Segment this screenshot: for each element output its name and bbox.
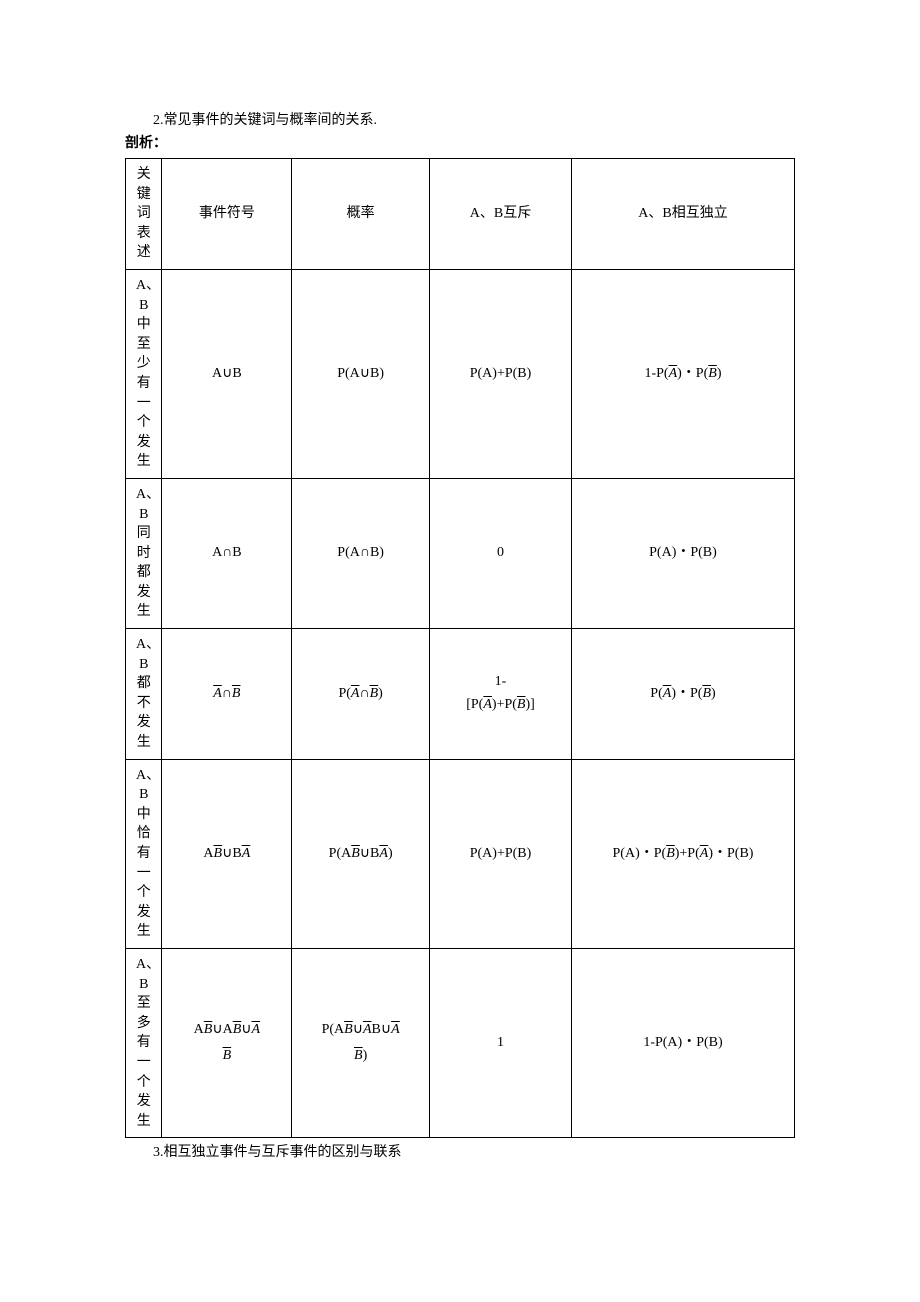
page: 2.常见事件的关键词与概率间的关系. 剖析： 关键词表述 事件符号 概率 A、B…	[0, 0, 920, 1302]
table-body: A、B中至少有一个发生A∪BP(A∪B)P(A)+P(B)1-P(A)・P(B)…	[126, 269, 795, 1137]
col-header-indep: A、B相互独立	[571, 159, 794, 270]
cell-mutex: 0	[430, 478, 572, 628]
cell-prob: P(A∩B)	[292, 478, 430, 628]
cell-symbol: A∩B	[162, 478, 292, 628]
col-header-desc-text: 关键词表述	[136, 165, 151, 263]
cell-desc-text: A、B中恰有一个发生	[136, 766, 151, 942]
cell-prob: P(AB∪BA)	[292, 759, 430, 948]
cell-desc: A、B同时都发生	[126, 478, 162, 628]
col-header-prob: 概率	[292, 159, 430, 270]
probability-table: 关键词表述 事件符号 概率 A、B互斥 A、B相互独立 A、B中至少有一个发生A…	[125, 158, 795, 1138]
table-header-row: 关键词表述 事件符号 概率 A、B互斥 A、B相互独立	[126, 159, 795, 270]
cell-desc: A、B都不发生	[126, 629, 162, 760]
col-header-mutex: A、B互斥	[430, 159, 572, 270]
table-row: A、B都不发生 A∩BP(A∩B)1-[P(A)+P(B)]P(A)・P(B)	[126, 629, 795, 760]
cell-symbol: A∩B	[162, 629, 292, 760]
cell-indep: 1-P(A)・P(B)	[571, 948, 794, 1137]
cell-desc-text: A、B至多有一个发生	[136, 955, 151, 1131]
cell-mutex: P(A)+P(B)	[430, 269, 572, 478]
table-row: A、B中至少有一个发生 A∪BP(A∪B)P(A)+P(B)1-P(A)・P(B)	[126, 269, 795, 478]
cell-indep: 1-P(A)・P(B)	[571, 269, 794, 478]
cell-mutex: 1	[430, 948, 572, 1137]
cell-desc: A、B中至少有一个发生	[126, 269, 162, 478]
cell-desc-text: A、B中至少有一个发生	[136, 276, 151, 472]
table-row: A、B至多有一个发生 AB∪AB∪ABP(AB∪AB∪AB)11-P(A)・P(B…	[126, 948, 795, 1137]
cell-mutex: 1-[P(A)+P(B)]	[430, 629, 572, 760]
cell-desc: A、B中恰有一个发生	[126, 759, 162, 948]
cell-desc-text: A、B同时都发生	[136, 485, 151, 622]
intro-text: 2.常见事件的关键词与概率间的关系.	[125, 110, 795, 131]
cell-indep: P(A)・P(B)+P(A)・P(B)	[571, 759, 794, 948]
cell-symbol: AB∪BA	[162, 759, 292, 948]
table-row: A、B中恰有一个发生 AB∪BAP(AB∪BA)P(A)+P(B)P(A)・P(B…	[126, 759, 795, 948]
col-header-symbol: 事件符号	[162, 159, 292, 270]
col-header-desc: 关键词表述	[126, 159, 162, 270]
cell-prob: P(A∩B)	[292, 629, 430, 760]
cell-symbol: AB∪AB∪AB	[162, 948, 292, 1137]
cell-mutex: P(A)+P(B)	[430, 759, 572, 948]
cell-desc: A、B至多有一个发生	[126, 948, 162, 1137]
table-row: A、B同时都发生 A∩BP(A∩B)0P(A)・P(B)	[126, 478, 795, 628]
cell-desc-text: A、B都不发生	[136, 635, 151, 753]
cell-symbol: A∪B	[162, 269, 292, 478]
cell-indep: P(A)・P(B)	[571, 478, 794, 628]
analysis-label: 剖析：	[125, 133, 795, 154]
cell-prob: P(AB∪AB∪AB)	[292, 948, 430, 1137]
cell-indep: P(A)・P(B)	[571, 629, 794, 760]
cell-prob: P(A∪B)	[292, 269, 430, 478]
outro-text: 3.相互独立事件与互斥事件的区别与联系	[125, 1142, 795, 1163]
table-header: 关键词表述 事件符号 概率 A、B互斥 A、B相互独立	[126, 159, 795, 270]
